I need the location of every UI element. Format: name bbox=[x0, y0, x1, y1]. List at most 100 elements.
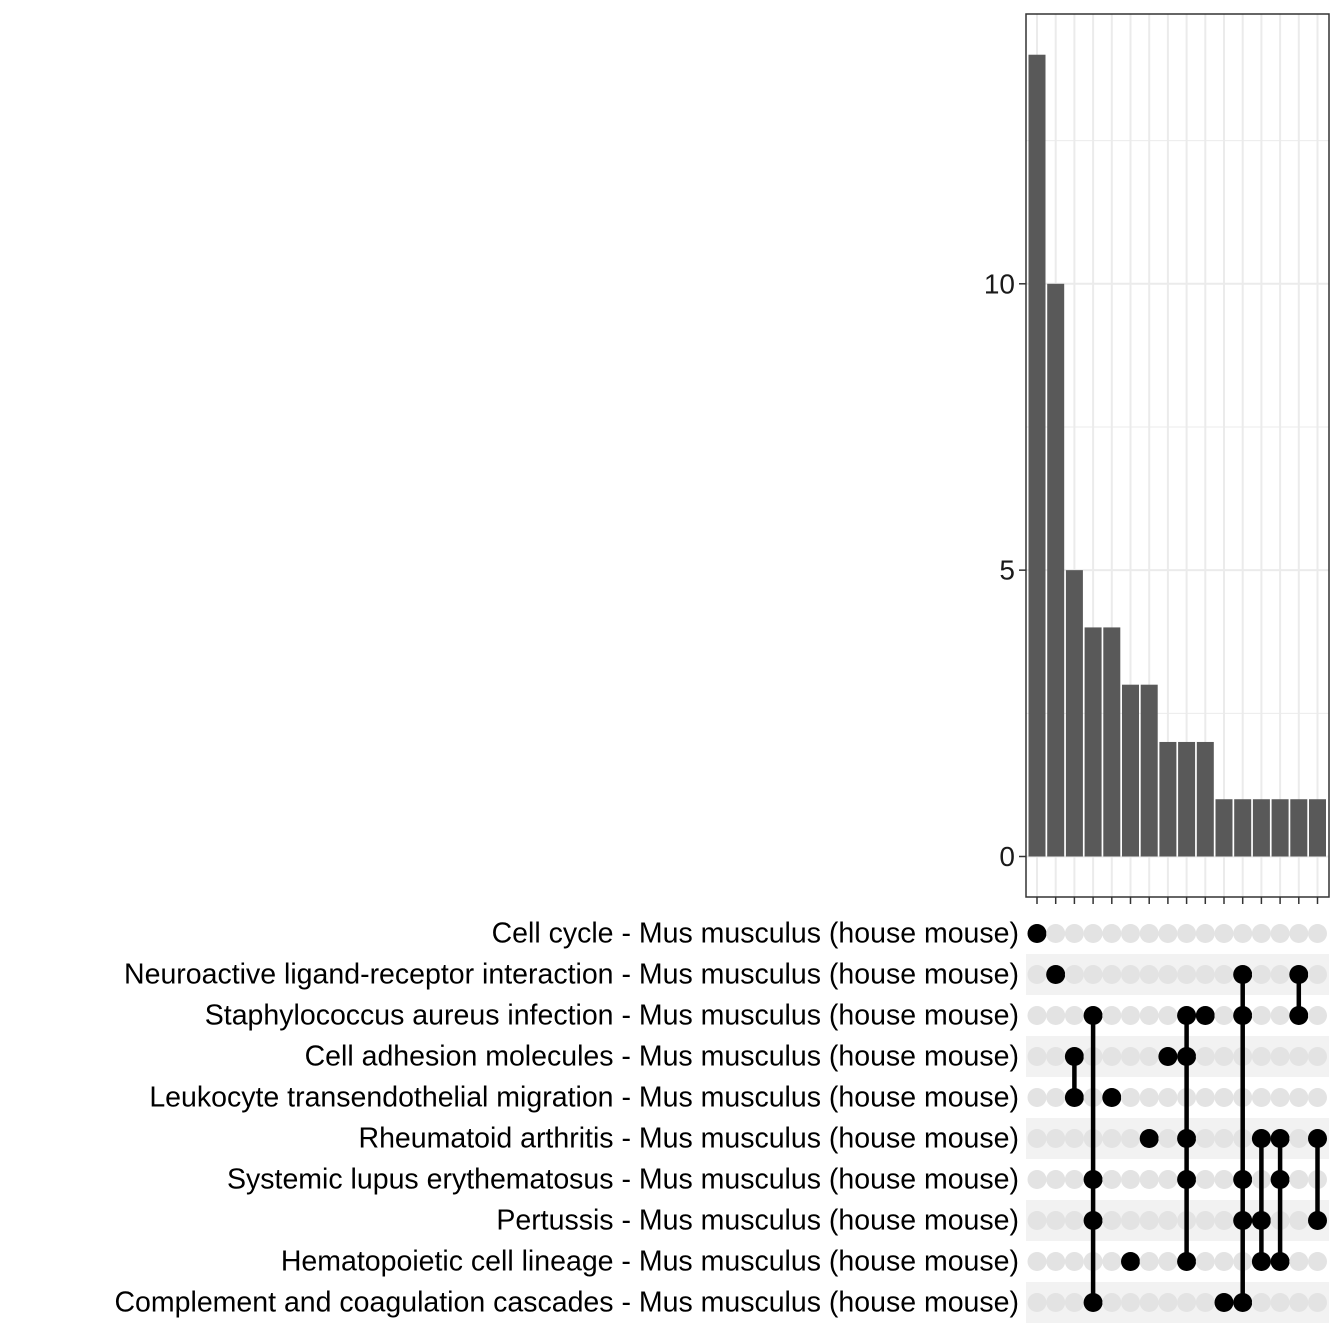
matrix-dot-inactive bbox=[1027, 1006, 1047, 1025]
matrix-dot-active bbox=[1177, 1129, 1197, 1148]
matrix-dot-inactive bbox=[1214, 1006, 1234, 1025]
matrix-dot-inactive bbox=[1046, 924, 1066, 943]
intersection-bar bbox=[1290, 799, 1308, 857]
matrix-dot-inactive bbox=[1046, 1047, 1066, 1066]
matrix-dot-inactive bbox=[1195, 1252, 1215, 1271]
matrix-dot-inactive bbox=[1177, 924, 1197, 943]
set-label: Pertussis - Mus musculus (house mouse) bbox=[496, 1205, 1019, 1237]
set-label: Staphylococcus aureus infection - Mus mu… bbox=[205, 1000, 1019, 1032]
set-label: Hematopoietic cell lineage - Mus musculu… bbox=[281, 1246, 1019, 1278]
matrix-dot-active bbox=[1233, 1293, 1253, 1312]
matrix-dot-inactive bbox=[1214, 1129, 1234, 1148]
intersection-bar bbox=[1178, 741, 1196, 857]
matrix-dot-inactive bbox=[1046, 1211, 1066, 1230]
matrix-dot-inactive bbox=[1270, 965, 1290, 984]
matrix-dot-active bbox=[1027, 924, 1047, 943]
matrix-dot-inactive bbox=[1251, 1006, 1271, 1025]
matrix-dot-active bbox=[1308, 1211, 1327, 1230]
matrix-dot-inactive bbox=[1027, 1129, 1047, 1148]
matrix-dot-inactive bbox=[1270, 1047, 1290, 1066]
intersection-bar bbox=[1028, 54, 1046, 857]
matrix-dot-inactive bbox=[1102, 965, 1122, 984]
matrix-dot-inactive bbox=[1046, 1170, 1066, 1189]
matrix-dot-inactive bbox=[1270, 1006, 1290, 1025]
matrix-dot-active bbox=[1083, 1211, 1103, 1230]
matrix-dot-inactive bbox=[1214, 1170, 1234, 1189]
matrix-dot-inactive bbox=[1233, 924, 1253, 943]
bar-panel: 0 5 10 bbox=[984, 13, 1330, 904]
matrix-dot-inactive bbox=[1064, 924, 1084, 943]
matrix-dot-inactive bbox=[1177, 1293, 1197, 1312]
matrix-dot-inactive bbox=[1289, 1047, 1309, 1066]
matrix-dot-inactive bbox=[1027, 1211, 1047, 1230]
matrix-dot-inactive bbox=[1289, 1252, 1309, 1271]
set-label: Cell adhesion molecules - Mus musculus (… bbox=[305, 1041, 1019, 1073]
matrix-dot-inactive bbox=[1251, 1088, 1271, 1107]
matrix-dot-inactive bbox=[1289, 1088, 1309, 1107]
matrix-dot-active bbox=[1214, 1293, 1234, 1312]
matrix-dot-inactive bbox=[1121, 965, 1140, 984]
matrix-dot-active bbox=[1289, 1006, 1309, 1025]
matrix-dot-inactive bbox=[1251, 924, 1271, 943]
matrix-dot-inactive bbox=[1139, 965, 1159, 984]
matrix-dot-inactive bbox=[1102, 1252, 1122, 1271]
matrix-dot-active bbox=[1083, 1293, 1103, 1312]
matrix-dot-inactive bbox=[1027, 1047, 1047, 1066]
matrix-dot-inactive bbox=[1102, 924, 1122, 943]
matrix-dot-active bbox=[1177, 1252, 1197, 1271]
matrix-dot-inactive bbox=[1158, 924, 1178, 943]
matrix-dot-inactive bbox=[1308, 1006, 1327, 1025]
matrix-dot-inactive bbox=[1046, 1006, 1066, 1025]
matrix-dot-inactive bbox=[1102, 1170, 1122, 1189]
matrix-dot-active bbox=[1046, 965, 1066, 984]
matrix-dot-active bbox=[1233, 1211, 1253, 1230]
matrix-dot-inactive bbox=[1195, 1211, 1215, 1230]
matrix-dot-inactive bbox=[1027, 1170, 1047, 1189]
matrix-dot-active bbox=[1083, 1170, 1103, 1189]
matrix-dot-inactive bbox=[1027, 1293, 1047, 1312]
matrix-dot-inactive bbox=[1251, 1293, 1271, 1312]
intersection-bar bbox=[1309, 799, 1326, 857]
matrix-dot-inactive bbox=[1158, 1211, 1178, 1230]
matrix-dot-inactive bbox=[1195, 1129, 1215, 1148]
matrix-dot-inactive bbox=[1158, 1252, 1178, 1271]
matrix-dot-inactive bbox=[1121, 1293, 1140, 1312]
matrix-dot-inactive bbox=[1139, 1293, 1159, 1312]
matrix-dot-inactive bbox=[1064, 1170, 1084, 1189]
matrix-dot-active bbox=[1270, 1129, 1290, 1148]
set-label: Neuroactive ligand-receptor interaction … bbox=[124, 959, 1019, 991]
matrix-dot-inactive bbox=[1083, 924, 1103, 943]
matrix-dot-inactive bbox=[1251, 965, 1271, 984]
matrix-dot-inactive bbox=[1139, 924, 1159, 943]
matrix-dot-inactive bbox=[1214, 1088, 1234, 1107]
matrix-dot-inactive bbox=[1046, 1293, 1066, 1312]
matrix-dot-active bbox=[1251, 1129, 1271, 1148]
matrix-dot-active bbox=[1083, 1006, 1103, 1025]
matrix-dot-active bbox=[1270, 1252, 1290, 1271]
matrix-dot-inactive bbox=[1121, 1047, 1140, 1066]
matrix-dot-active bbox=[1308, 1129, 1327, 1148]
matrix-panel bbox=[1026, 924, 1329, 1323]
matrix-dot-inactive bbox=[1102, 1129, 1122, 1148]
intersection-bar bbox=[1215, 799, 1233, 857]
matrix-dot-inactive bbox=[1083, 965, 1103, 984]
matrix-dot-inactive bbox=[1177, 965, 1197, 984]
matrix-dot-inactive bbox=[1158, 1129, 1178, 1148]
y-tick-label: 0 bbox=[999, 841, 1015, 872]
matrix-dot-active bbox=[1064, 1047, 1084, 1066]
matrix-dot-inactive bbox=[1102, 1293, 1122, 1312]
matrix-dot-inactive bbox=[1289, 1129, 1309, 1148]
intersection-bar bbox=[1252, 799, 1270, 857]
matrix-dot-inactive bbox=[1158, 1006, 1178, 1025]
matrix-dot-inactive bbox=[1195, 1047, 1215, 1066]
matrix-dot-inactive bbox=[1139, 1170, 1159, 1189]
matrix-dot-active bbox=[1233, 965, 1253, 984]
set-label: Rheumatoid arthritis - Mus musculus (hou… bbox=[359, 1123, 1020, 1155]
matrix-dot-inactive bbox=[1308, 924, 1327, 943]
matrix-dot-active bbox=[1233, 1006, 1253, 1025]
matrix-dot-active bbox=[1289, 965, 1309, 984]
matrix-dot-inactive bbox=[1046, 1252, 1066, 1271]
matrix-dot-active bbox=[1177, 1047, 1197, 1066]
matrix-dot-inactive bbox=[1308, 1252, 1327, 1271]
y-tick-label: 10 bbox=[984, 268, 1015, 299]
